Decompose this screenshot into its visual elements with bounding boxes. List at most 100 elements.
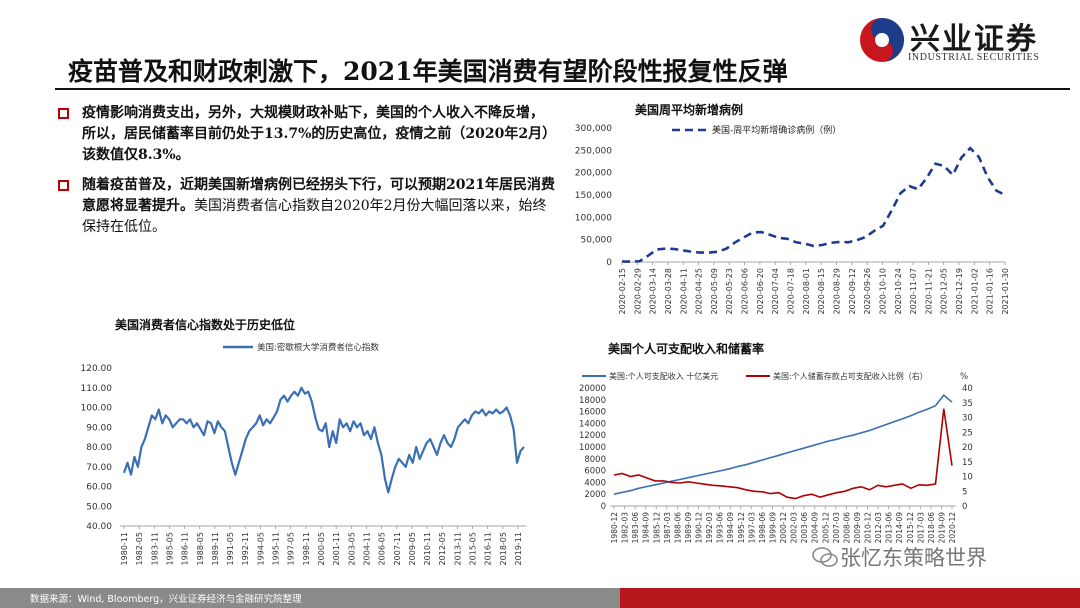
x-tick-label: 1991-05 bbox=[226, 532, 235, 565]
legend-label: 美国-周平均新增确诊病例（例） bbox=[712, 124, 841, 136]
x-tick-label: 2020-08-29 bbox=[832, 268, 841, 315]
x-tick-label: 2020-02-29 bbox=[633, 268, 642, 315]
x-tick-label: 2020-12-19 bbox=[955, 268, 964, 315]
consumer-sentiment-chart: 40.00 50.00 60.00 70.00 80.00 90.00 100.00 110.… bbox=[81, 342, 526, 565]
x-tick-label: 1982-03 bbox=[621, 512, 630, 544]
y-left-tick-label: 8000 bbox=[584, 455, 606, 465]
x-tick-label: 2013-06 bbox=[885, 512, 894, 544]
y-tick-label: 50.00 bbox=[86, 502, 112, 512]
bullet-1-bold: 13.7%的历史高位，疫情之前（2020年2月）该数值仅8.3%。 bbox=[82, 126, 550, 163]
x-tick-label: 2020-07-04 bbox=[771, 268, 780, 315]
bullet-2-text: 美国消费者信心指数自2020年2月份大幅回落以来，始终保持在低位。 bbox=[82, 198, 547, 235]
x-tick-label: 2004-09 bbox=[811, 512, 820, 544]
x-tick-label: 2008-06 bbox=[842, 512, 851, 544]
x-tick-label: 2021-01-30 bbox=[1001, 268, 1010, 315]
wechat-icon bbox=[812, 547, 838, 567]
bullet-square-icon bbox=[58, 180, 69, 191]
x-tick-label: 2012-03 bbox=[874, 512, 883, 544]
legend-label: 美国:密歇根大学消费者信心指数 bbox=[257, 342, 379, 353]
y-right-tick-label: 10 bbox=[962, 473, 973, 483]
x-tick-label: 1995-11 bbox=[272, 532, 281, 565]
y-left-tick-label: 4000 bbox=[584, 478, 606, 488]
bullet-list: 疫情影响消费支出，另外，大规模财政补贴下，美国的个人收入不降反增，所以，居民储蓄… bbox=[56, 103, 556, 247]
footer-accent bbox=[620, 588, 1080, 608]
x-tick-label: 2018-05 bbox=[499, 532, 508, 565]
x-tick-label: 2020-05-09 bbox=[710, 268, 719, 315]
x-tick-label: 1997-05 bbox=[287, 532, 296, 565]
x-tick-label: 2014-09 bbox=[895, 512, 904, 544]
x-tick-label: 1980-11 bbox=[120, 532, 129, 565]
y-left-tick-label: 14000 bbox=[579, 419, 606, 429]
y-tick-label: 50,000 bbox=[581, 236, 613, 246]
x-tick-label: 2001-11 bbox=[332, 532, 341, 565]
x-tick-label: 1990-12 bbox=[695, 512, 704, 544]
y-tick-label: 120.00 bbox=[81, 364, 113, 374]
x-tick-label: 2020-10-24 bbox=[894, 268, 903, 315]
x-tick-label: 2002-03 bbox=[790, 512, 799, 544]
y-right-tick-label: 30 bbox=[962, 414, 973, 424]
x-tick-label: 2020-03-14 bbox=[649, 268, 658, 315]
watermark-text: 张忆东策略世界 bbox=[840, 546, 987, 570]
x-tick-label: 2015-12 bbox=[906, 512, 915, 544]
y-tick-label: 110.00 bbox=[81, 384, 113, 394]
x-tick-label: 2020-09-12 bbox=[848, 268, 857, 315]
y-tick-label: 300,000 bbox=[575, 124, 612, 134]
weekly-cases-chart: 0 50,000 100,000 150,000 200,000 250,000 300,0… bbox=[575, 124, 1010, 315]
series-line-disposable-income bbox=[613, 393, 953, 495]
y-left-tick-label: 6000 bbox=[584, 467, 606, 477]
x-tick-label: 2019-09 bbox=[937, 512, 946, 544]
company-logo bbox=[860, 18, 904, 62]
y-right-tick-label: 25 bbox=[962, 428, 973, 438]
x-tick-label: 2020-03-28 bbox=[664, 268, 673, 315]
series-line-saving-rate bbox=[613, 408, 953, 500]
x-tick-label: 2007-11 bbox=[393, 532, 402, 565]
x-tick-label: 2021-01-02 bbox=[970, 268, 979, 315]
x-tick-label: 2017-03 bbox=[916, 512, 925, 544]
x-tick-label: 2020-04-25 bbox=[695, 268, 704, 315]
bullet-item-1: 疫情影响消费支出，另外，大规模财政补贴下，美国的个人收入不降反增，所以，居民储蓄… bbox=[56, 103, 556, 166]
x-tick-label: 2000-05 bbox=[317, 532, 326, 565]
page-title: 疫苗普及和财政刺激下，2021年美国消费有望阶段性报复性反弹 bbox=[68, 57, 788, 86]
x-tick-label: 2020-05-23 bbox=[725, 268, 734, 315]
x-tick-label: 1992-03 bbox=[705, 512, 714, 544]
x-tick-label: 2018-06 bbox=[927, 512, 936, 544]
chart-1-title: 美国周平均新增病例 bbox=[635, 103, 744, 117]
x-tick-label: 2016-11 bbox=[484, 532, 493, 565]
x-tick-label: 2009-09 bbox=[853, 512, 862, 544]
y-tick-label: 100.00 bbox=[81, 404, 113, 414]
y-tick-label: 0 bbox=[606, 258, 612, 268]
x-tick-label: 1984-09 bbox=[642, 512, 651, 544]
y-tick-label: 90.00 bbox=[86, 423, 112, 433]
x-tick-label: 1988-05 bbox=[196, 532, 205, 565]
y-left-tick-label: 16000 bbox=[579, 408, 606, 418]
bullet-item-2: 随着疫苗普及，近期美国新增病例已经拐头下行，可以预期2021年居民消费意愿将显著… bbox=[56, 175, 556, 238]
y-right-tick-label: 35 bbox=[962, 399, 973, 409]
x-tick-label: 1980-12 bbox=[610, 512, 619, 544]
y-left-tick-label: 10000 bbox=[579, 443, 606, 453]
x-tick-label: 1985-05 bbox=[165, 532, 174, 565]
y-tick-label: 250,000 bbox=[575, 146, 612, 156]
x-tick-label: 1994-05 bbox=[256, 532, 265, 565]
logo-text: 兴业证券 bbox=[910, 22, 1038, 57]
x-tick-label: 2019-11 bbox=[514, 532, 523, 565]
series-line-weekly-cases bbox=[622, 146, 1006, 263]
y-tick-label: 80.00 bbox=[86, 443, 112, 453]
x-tick-label: 2007-03 bbox=[832, 512, 841, 544]
series-line-sentiment bbox=[122, 386, 525, 494]
y-left-tick-label: 12000 bbox=[579, 431, 606, 441]
x-tick-label: 2003-06 bbox=[800, 512, 809, 544]
bullet-1-text: 疫情影响消费支出，另外，大规模财政补贴下，美国的个人收入不降反增，所以，居民储蓄… bbox=[82, 105, 544, 142]
x-tick-label: 2000-12 bbox=[779, 512, 788, 544]
data-source: 数据来源：Wind, Bloomberg，兴业证券经济与金融研究院整理 bbox=[30, 594, 302, 605]
x-tick-label: 2020-11-07 bbox=[909, 268, 918, 315]
x-tick-label: 2013-11 bbox=[453, 532, 462, 565]
x-tick-label: 2004-11 bbox=[362, 532, 371, 565]
x-tick-label: 2020-10-10 bbox=[878, 268, 887, 315]
x-tick-label: 1998-11 bbox=[302, 532, 311, 565]
y-tick-label: 100,000 bbox=[575, 213, 612, 223]
y-tick-label: 60.00 bbox=[86, 483, 112, 493]
x-tick-label: 2020-11-21 bbox=[924, 268, 933, 315]
x-tick-label: 2015-05 bbox=[469, 532, 478, 565]
x-tick-label: 2012-05 bbox=[438, 532, 447, 565]
